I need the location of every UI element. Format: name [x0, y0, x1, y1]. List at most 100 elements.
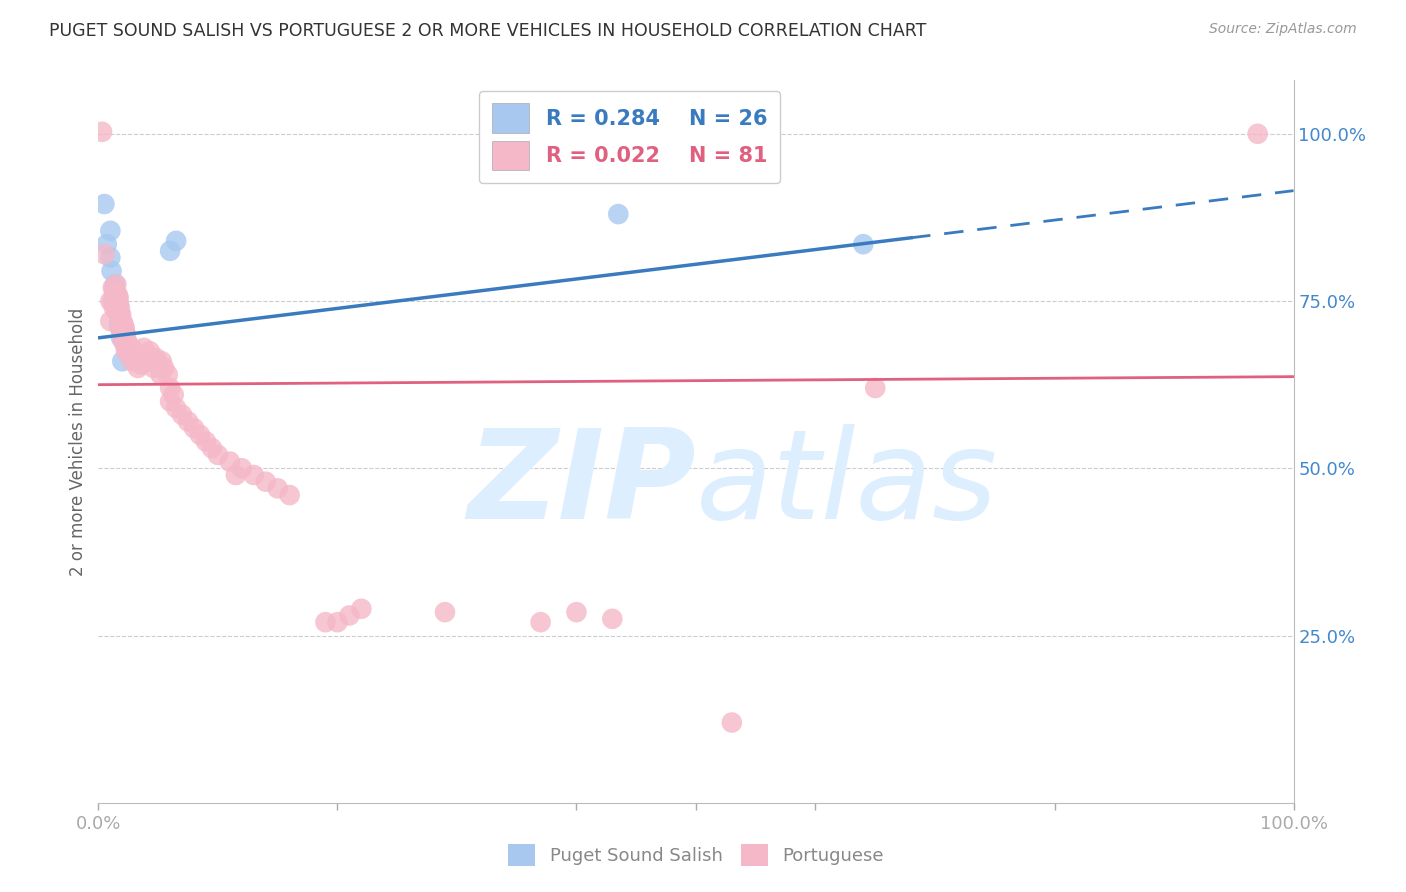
Point [112, 334, 135, 349]
Point [108, 318, 131, 332]
Point [110, 314, 132, 328]
Point [607, 207, 630, 221]
Point [103, 294, 125, 309]
Point [153, 361, 176, 376]
Point [107, 297, 129, 311]
Point [111, 331, 134, 345]
Point [96, 237, 118, 252]
Point [326, 615, 349, 630]
Point [103, 301, 125, 315]
Point [177, 414, 200, 429]
Point [103, 281, 125, 295]
Point [108, 301, 131, 315]
Point [148, 358, 170, 372]
Point [315, 615, 337, 630]
Point [231, 461, 253, 475]
Point [350, 602, 373, 616]
Point [117, 341, 139, 355]
Point [145, 351, 167, 365]
Point [98, 224, 122, 238]
Point [121, 354, 143, 368]
Point [129, 351, 152, 365]
Point [852, 237, 875, 252]
Point [101, 294, 124, 309]
Point [104, 277, 127, 292]
Point [127, 361, 149, 376]
Point [111, 354, 134, 368]
Point [278, 488, 301, 502]
Point [219, 455, 242, 469]
Point [565, 605, 588, 619]
Point [434, 605, 457, 619]
Point [138, 354, 160, 368]
Point [131, 358, 153, 372]
Point [149, 368, 172, 382]
Point [159, 394, 181, 409]
Point [127, 348, 149, 362]
Point [339, 608, 361, 623]
Point [188, 427, 211, 442]
Point [107, 307, 129, 322]
Point [98, 294, 122, 309]
Point [530, 615, 553, 630]
Point [105, 304, 128, 318]
Legend: Puget Sound Salish, Portuguese: Puget Sound Salish, Portuguese [501, 837, 891, 873]
Point [105, 301, 128, 315]
Point [225, 467, 247, 482]
Text: atlas: atlas [696, 425, 998, 545]
Point [114, 337, 136, 351]
Point [1247, 127, 1270, 141]
Point [135, 348, 157, 362]
Point [121, 341, 143, 355]
Point [141, 354, 163, 368]
Point [243, 467, 266, 482]
Point [107, 318, 129, 332]
Point [142, 361, 165, 376]
Point [93, 197, 115, 211]
Text: ZIP: ZIP [467, 425, 696, 545]
Point [105, 291, 128, 305]
Text: Source: ZipAtlas.com: Source: ZipAtlas.com [1209, 22, 1357, 37]
Text: PUGET SOUND SALISH VS PORTUGUESE 2 OR MORE VEHICLES IN HOUSEHOLD CORRELATION CHA: PUGET SOUND SALISH VS PORTUGUESE 2 OR MO… [49, 22, 927, 40]
Point [721, 715, 744, 730]
Point [110, 307, 132, 322]
Point [118, 348, 141, 362]
Point [267, 482, 290, 496]
Point [602, 612, 624, 626]
Point [103, 287, 125, 301]
Point [105, 277, 128, 292]
Point [124, 348, 146, 362]
Point [865, 381, 887, 395]
Point [112, 318, 135, 332]
Point [107, 304, 129, 318]
Point [98, 314, 122, 328]
Point [101, 281, 124, 295]
Point [105, 287, 128, 301]
Point [107, 287, 129, 301]
Point [195, 434, 218, 449]
Point [207, 448, 229, 462]
Point [139, 344, 162, 359]
Point [114, 321, 136, 335]
Point [201, 442, 224, 455]
Y-axis label: 2 or more Vehicles in Household: 2 or more Vehicles in Household [69, 308, 87, 575]
Point [93, 247, 115, 261]
Point [107, 297, 129, 311]
Point [159, 381, 181, 395]
Point [172, 408, 194, 422]
Point [159, 244, 181, 258]
Point [107, 291, 129, 305]
Point [91, 125, 114, 139]
Point [114, 324, 136, 338]
Point [98, 251, 122, 265]
Point [132, 341, 155, 355]
Point [165, 401, 187, 416]
Point [108, 307, 131, 322]
Point [100, 264, 122, 278]
Point [165, 234, 187, 248]
Point [117, 341, 139, 355]
Point [115, 327, 138, 342]
Point [115, 334, 138, 349]
Point [115, 344, 138, 359]
Point [254, 475, 277, 489]
